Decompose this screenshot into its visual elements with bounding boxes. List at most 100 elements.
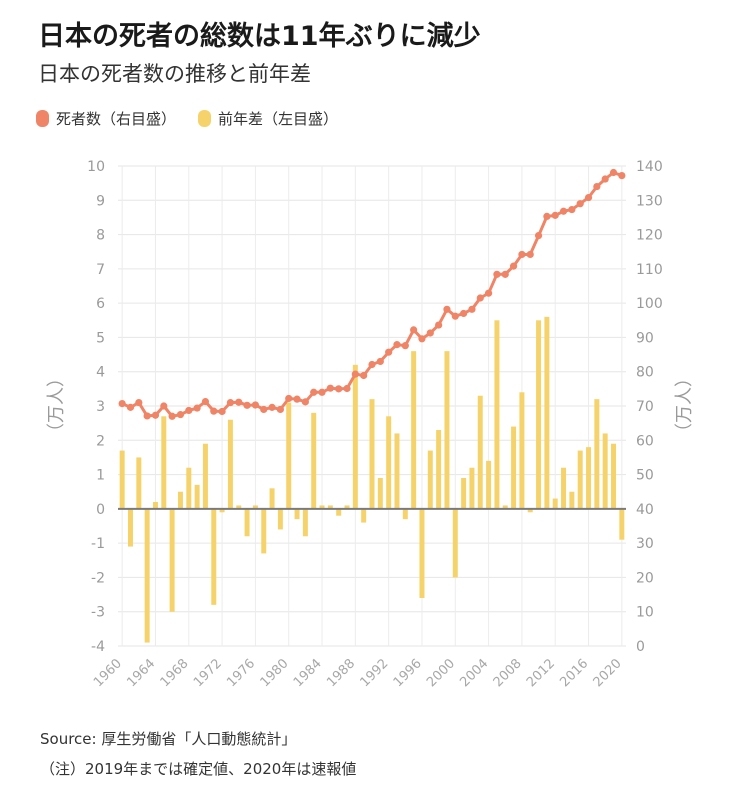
bar xyxy=(452,508,458,578)
right-tick-label: 50 xyxy=(636,468,654,484)
deaths-point xyxy=(618,172,626,180)
bar xyxy=(336,508,342,516)
deaths-point xyxy=(326,384,334,392)
deaths-point xyxy=(160,402,168,410)
deaths-point xyxy=(276,405,284,414)
left-tick-label: 3 xyxy=(96,399,105,415)
bar xyxy=(344,505,350,509)
deaths-point xyxy=(143,412,151,420)
x-tick-label: 2008 xyxy=(491,656,525,690)
bar xyxy=(319,505,325,509)
bar xyxy=(369,399,375,509)
right-tick-label: 70 xyxy=(636,399,654,415)
bar xyxy=(152,502,158,509)
deaths-point xyxy=(251,401,260,409)
deaths-point xyxy=(551,211,559,219)
bar xyxy=(411,351,417,509)
bar xyxy=(402,508,408,520)
bar xyxy=(602,433,608,509)
bar xyxy=(177,491,183,509)
left-tick-label: 10 xyxy=(87,159,105,175)
bar xyxy=(377,478,383,509)
x-tick-label: 1996 xyxy=(391,656,425,690)
deaths-point xyxy=(601,175,609,183)
bar xyxy=(269,488,275,509)
bar xyxy=(211,508,217,605)
bar xyxy=(394,433,400,509)
bar-series-diff xyxy=(119,316,625,643)
deaths-point xyxy=(301,398,309,406)
deaths-point xyxy=(268,403,276,411)
right-tick-label: 10 xyxy=(636,605,654,621)
left-tick-label: -4 xyxy=(91,639,105,655)
bar xyxy=(561,467,567,509)
x-tick-label: 1980 xyxy=(258,656,292,690)
left-tick-label: 7 xyxy=(96,262,105,278)
legend-swatch-deaths xyxy=(36,110,49,127)
left-tick-label: 8 xyxy=(96,228,105,244)
right-tick-label: 110 xyxy=(636,262,663,278)
deaths-point xyxy=(343,384,351,393)
left-tick-label: 2 xyxy=(96,433,105,449)
deaths-point xyxy=(193,404,201,412)
right-tick-label: 60 xyxy=(636,433,654,449)
bar xyxy=(419,508,425,598)
deaths-point xyxy=(176,410,185,419)
bar xyxy=(502,505,508,509)
bar xyxy=(519,392,525,509)
bar xyxy=(252,505,258,509)
deaths-point xyxy=(126,403,135,411)
deaths-point xyxy=(226,398,235,407)
right-axis-title: （万人） xyxy=(674,369,695,441)
legend-label-diff: 前年差（左目盛） xyxy=(218,110,339,128)
right-tick-label: 100 xyxy=(636,296,663,312)
deaths-point xyxy=(501,270,509,278)
deaths-point xyxy=(310,388,318,396)
left-tick-label: 4 xyxy=(96,365,105,381)
bar xyxy=(594,399,600,509)
deaths-point xyxy=(543,212,551,220)
bar xyxy=(236,505,242,509)
deaths-point xyxy=(534,232,543,240)
bar xyxy=(244,508,250,537)
bar xyxy=(169,508,175,612)
x-tick-label: 1972 xyxy=(191,656,225,690)
right-tick-label: 30 xyxy=(636,536,654,552)
x-tick-label: 2004 xyxy=(457,656,491,690)
x-tick-label: 1964 xyxy=(124,656,158,690)
right-tick-label: 20 xyxy=(636,570,654,586)
bar xyxy=(469,467,475,509)
x-axis-ticks: 1960 1964 1968 1972 1976 1980 1984 1988 1992 1996… xyxy=(91,656,625,690)
deaths-point xyxy=(526,250,534,259)
left-tick-label: 1 xyxy=(96,468,105,484)
bar xyxy=(311,412,317,509)
deaths-point xyxy=(243,401,251,409)
x-tick-label: 1988 xyxy=(324,656,358,690)
left-tick-label: 5 xyxy=(96,330,105,346)
bar xyxy=(161,416,167,509)
bar xyxy=(127,508,133,547)
bar xyxy=(552,498,558,509)
bar xyxy=(302,508,308,537)
x-tick-label: 2012 xyxy=(524,656,558,690)
bar xyxy=(436,430,442,509)
bar xyxy=(611,443,617,509)
right-tick-label: 40 xyxy=(636,502,654,518)
bar xyxy=(477,395,483,509)
deaths-point xyxy=(118,400,126,408)
deaths-point xyxy=(151,411,160,419)
bar xyxy=(586,447,592,509)
bar xyxy=(219,508,225,513)
deaths-point xyxy=(285,394,293,403)
x-tick-label: 1984 xyxy=(291,656,325,690)
bar xyxy=(227,419,233,509)
left-tick-label: 6 xyxy=(96,296,105,312)
left-tick-label: -2 xyxy=(91,570,105,586)
legend-item-deaths: 死者数（右目盛） xyxy=(36,108,176,129)
deaths-point xyxy=(476,294,484,302)
bar xyxy=(427,450,433,509)
bar xyxy=(286,402,292,509)
bar xyxy=(544,316,550,509)
left-axis-title: （万人） xyxy=(46,369,67,441)
